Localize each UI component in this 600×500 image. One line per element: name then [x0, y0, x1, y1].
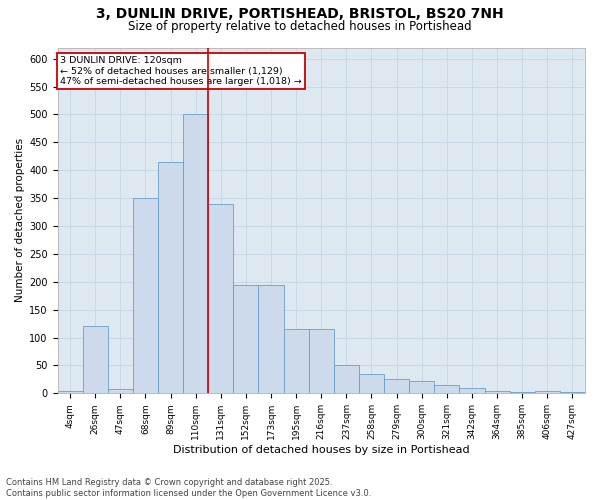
Bar	[58, 390, 83, 394]
X-axis label: Distribution of detached houses by size in Portishead: Distribution of detached houses by size …	[173, 445, 470, 455]
Bar	[485, 390, 509, 394]
Bar	[183, 114, 208, 394]
Bar	[409, 381, 434, 394]
Bar	[158, 162, 183, 394]
Text: Size of property relative to detached houses in Portishead: Size of property relative to detached ho…	[128, 20, 472, 33]
Bar	[560, 392, 585, 394]
Bar	[259, 284, 284, 394]
Bar	[460, 388, 485, 394]
Bar	[384, 380, 409, 394]
Bar	[83, 326, 108, 394]
Bar	[133, 198, 158, 394]
Bar	[108, 389, 133, 394]
Bar	[535, 390, 560, 394]
Bar	[509, 392, 535, 394]
Bar	[334, 366, 359, 394]
Bar	[359, 374, 384, 394]
Bar	[308, 329, 334, 394]
Y-axis label: Number of detached properties: Number of detached properties	[15, 138, 25, 302]
Bar	[434, 385, 460, 394]
Text: 3 DUNLIN DRIVE: 120sqm
← 52% of detached houses are smaller (1,129)
47% of semi-: 3 DUNLIN DRIVE: 120sqm ← 52% of detached…	[60, 56, 302, 86]
Bar	[284, 329, 308, 394]
Text: 3, DUNLIN DRIVE, PORTISHEAD, BRISTOL, BS20 7NH: 3, DUNLIN DRIVE, PORTISHEAD, BRISTOL, BS…	[96, 8, 504, 22]
Bar	[208, 204, 233, 394]
Text: Contains HM Land Registry data © Crown copyright and database right 2025.
Contai: Contains HM Land Registry data © Crown c…	[6, 478, 371, 498]
Bar	[233, 284, 259, 394]
